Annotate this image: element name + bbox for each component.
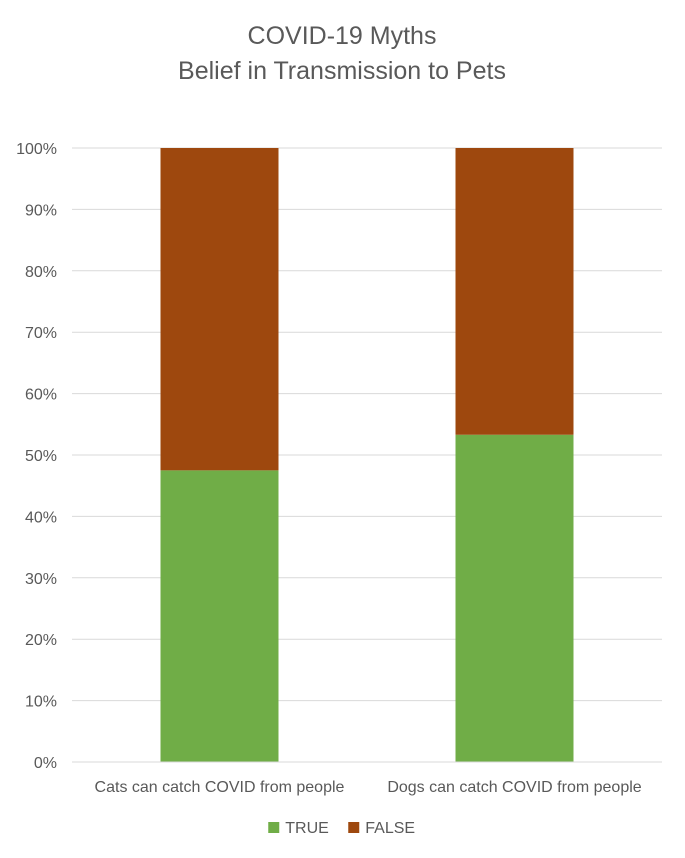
y-tick-label: 90% xyxy=(25,202,57,219)
y-tick-label: 10% xyxy=(25,694,57,711)
y-tick-label: 30% xyxy=(25,571,57,588)
legend-swatch-false xyxy=(348,822,360,833)
y-tick-label: 60% xyxy=(25,387,57,404)
x-axis-category-labels: Cats can catch COVID from people Dogs can… xyxy=(95,779,642,796)
y-tick-label: 70% xyxy=(25,325,57,342)
y-axis-tick-labels: 0% 10% 20% 30% 40% 50% 60% 70% 80% 90% 100% xyxy=(16,141,57,772)
legend: TRUE FALSE xyxy=(268,820,415,837)
bar-true-2 xyxy=(455,434,574,762)
bar-true-1 xyxy=(160,470,279,762)
legend-label-true: TRUE xyxy=(285,820,329,837)
bar-false-1 xyxy=(160,148,279,471)
legend-label-false: FALSE xyxy=(365,820,415,837)
y-tick-label: 40% xyxy=(25,509,57,526)
chart-subtitle: Belief in Transmission to Pets xyxy=(178,57,506,85)
y-tick-label: 100% xyxy=(16,141,57,158)
y-tick-label: 20% xyxy=(25,632,57,649)
bar-false-2 xyxy=(455,148,574,435)
bars xyxy=(160,148,574,762)
x-category-label: Dogs can catch COVID from people xyxy=(387,779,641,796)
x-category-label: Cats can catch COVID from people xyxy=(95,779,345,796)
y-tick-label: 0% xyxy=(34,755,57,772)
chart-title: COVID-19 Myths xyxy=(248,22,437,50)
y-tick-label: 80% xyxy=(25,264,57,281)
y-tick-label: 50% xyxy=(25,448,57,465)
legend-swatch-true xyxy=(268,822,280,833)
